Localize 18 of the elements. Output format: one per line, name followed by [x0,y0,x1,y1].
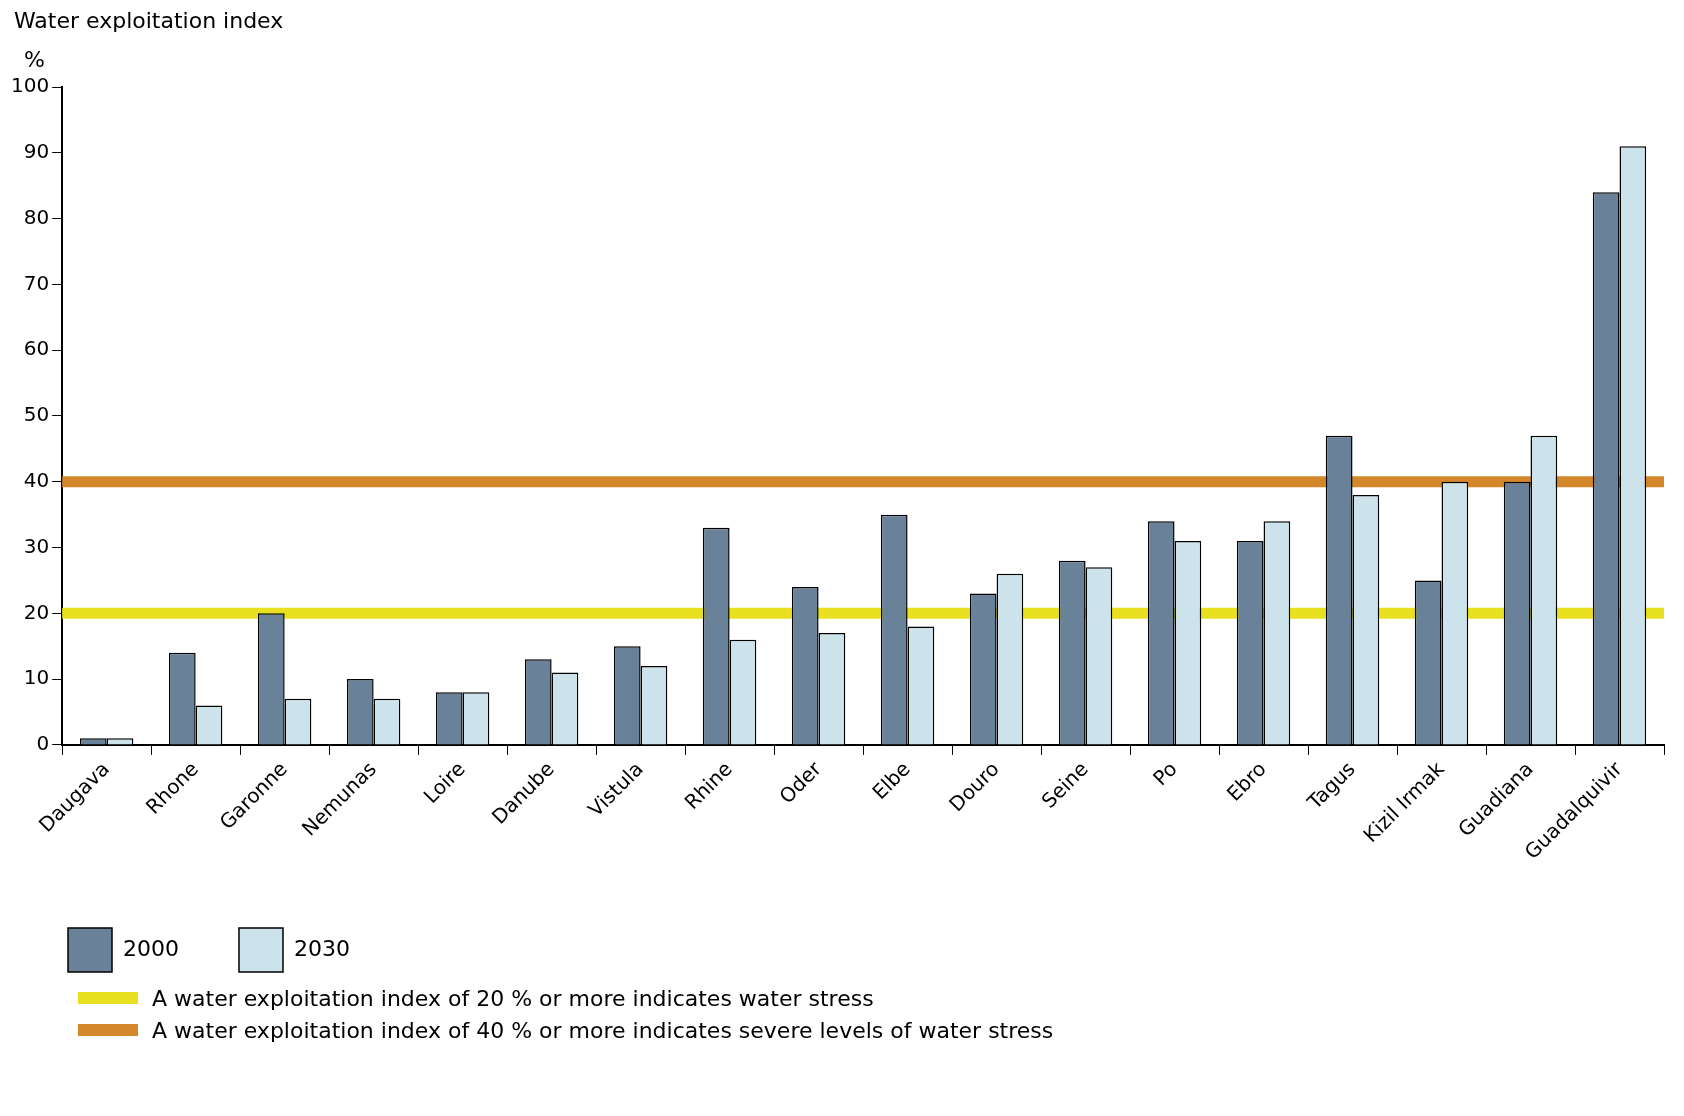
legend-label: A water exploitation index of 40 % or more indicates severe levels of water stress [152,1017,1054,1043]
y-tick-label: 90 [23,138,50,163]
x-tick-label: Po [1148,756,1182,791]
legend-label: 2000 [123,935,179,961]
legend-label: 2030 [293,935,350,961]
y-tick-label: 50 [23,402,50,427]
y-tick-label: 40 [23,467,50,492]
y-tick-label: 80 [23,204,50,229]
legend-label: A water exploitation index of 20 % or more indicates water stress [152,985,874,1011]
chart-title: Water exploitation index [14,8,285,33]
y-tick-label: 0 [36,731,50,756]
y-tick-label: 100 [10,73,50,98]
y-tick-label: 10 [23,665,50,690]
y-tick-label: 20 [23,599,50,624]
y-axis-title: % [24,47,46,72]
y-tick-label: 70 [23,270,50,295]
y-tick-label: 30 [23,533,50,558]
y-tick-label: 60 [23,336,50,361]
